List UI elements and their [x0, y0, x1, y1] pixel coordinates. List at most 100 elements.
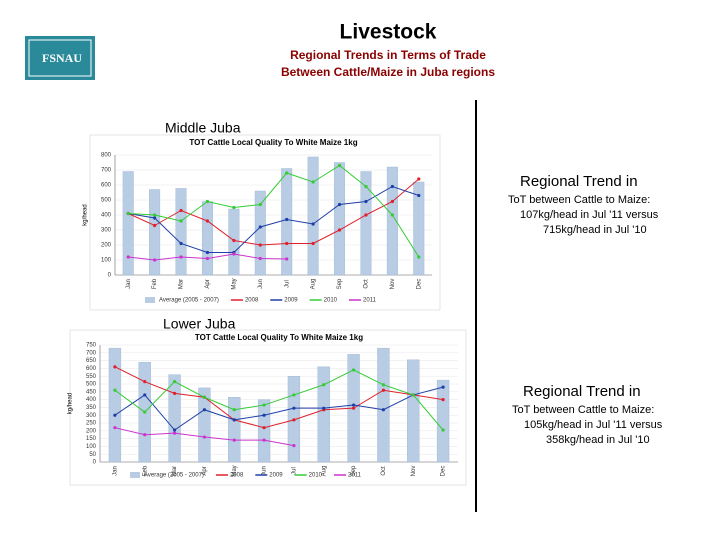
y-axis-label: kg/head — [68, 393, 74, 414]
point — [262, 403, 266, 407]
logo — [25, 36, 95, 80]
x-tick-label: Jul — [291, 467, 297, 475]
x-tick-label: Jun — [262, 466, 268, 476]
point — [113, 388, 117, 392]
y-tick-label: 300 — [86, 413, 97, 419]
x-tick-label: Aug — [321, 466, 327, 477]
point — [232, 408, 236, 412]
logo-text: FSNAU — [42, 51, 82, 65]
bar — [377, 347, 390, 463]
x-tick-label: Dec — [416, 279, 422, 290]
point — [205, 219, 210, 223]
point — [262, 438, 266, 442]
point — [126, 211, 130, 216]
legend-label: 2008 — [230, 473, 244, 479]
point — [258, 256, 262, 261]
point — [172, 428, 177, 432]
point — [143, 433, 147, 437]
y-tick-label: 500 — [86, 382, 97, 388]
point — [351, 368, 356, 372]
x-tick-label: May — [231, 278, 237, 289]
point — [337, 202, 342, 207]
point — [113, 365, 117, 369]
line-series — [128, 178, 420, 246]
y-tick-label: 600 — [101, 183, 112, 189]
point — [232, 252, 236, 256]
bar — [307, 156, 319, 276]
point — [205, 199, 210, 204]
trend-text: 105kg/head in Jul '11 versus — [524, 419, 663, 431]
point — [143, 410, 147, 414]
point — [258, 225, 262, 229]
point — [179, 241, 183, 246]
point — [202, 435, 207, 439]
x-tick-label: Oct — [381, 466, 387, 476]
trend-text: ToT between Cattle to Maize: — [508, 194, 650, 206]
bar — [108, 347, 122, 463]
x-tick-label: Nov — [411, 466, 417, 477]
point — [285, 257, 289, 261]
x-tick-label: Aug — [311, 279, 317, 290]
trend-text: 715kg/head in Jul '10 — [543, 224, 647, 236]
y-tick-label: 400 — [86, 397, 97, 403]
point — [179, 208, 183, 213]
point — [337, 228, 342, 232]
x-tick-label: Sep — [351, 465, 357, 476]
point — [441, 398, 445, 402]
legend-label: 2008 — [245, 298, 259, 304]
x-tick-label: Mar — [172, 466, 178, 476]
x-tick-label: Jun — [258, 279, 264, 289]
point — [258, 202, 262, 207]
point — [411, 393, 415, 397]
title: Livestock — [340, 21, 437, 44]
point — [262, 426, 266, 430]
point — [381, 408, 386, 412]
legend-label: 2011 — [348, 473, 362, 479]
y-tick-label: 300 — [101, 228, 112, 234]
point — [113, 426, 117, 430]
legend-label: 2011 — [363, 298, 377, 304]
x-tick-label: Nov — [390, 279, 396, 290]
point — [292, 444, 296, 448]
bar — [201, 201, 213, 276]
y-tick-label: 600 — [86, 366, 97, 372]
point — [390, 213, 394, 217]
trend-text: 358kg/head in Jul '10 — [546, 434, 650, 446]
bar — [149, 189, 161, 276]
point — [232, 238, 236, 243]
point — [441, 385, 445, 389]
point — [202, 408, 207, 412]
legend-label: 2009 — [269, 473, 283, 479]
bar — [175, 188, 187, 276]
x-tick-label: Feb — [152, 278, 158, 289]
point — [258, 243, 262, 247]
x-tick-label: Mar — [179, 279, 185, 289]
chart-title: TOT Cattle Local Quality To White Maize … — [189, 138, 357, 147]
bar — [122, 171, 134, 276]
point — [417, 255, 421, 259]
y-tick-label: 350 — [86, 405, 97, 411]
bar — [436, 379, 450, 463]
y-tick-label: 400 — [101, 213, 112, 219]
point — [262, 413, 266, 417]
legend-swatch — [145, 297, 155, 303]
point — [126, 255, 130, 259]
bar — [413, 181, 425, 276]
point — [153, 213, 157, 217]
point — [322, 383, 326, 387]
line-series — [114, 369, 444, 431]
y-tick-label: 150 — [86, 436, 97, 442]
bar — [198, 387, 211, 463]
y-tick-label: 250 — [86, 421, 97, 427]
x-tick-label: Apr — [205, 279, 211, 288]
point — [364, 184, 368, 189]
region-label: Middle Juba — [165, 120, 241, 136]
y-tick-label: 450 — [86, 389, 97, 395]
point — [172, 431, 177, 435]
point — [351, 406, 356, 410]
legend-swatch — [130, 472, 140, 478]
point — [364, 199, 368, 204]
point — [381, 388, 386, 392]
point — [232, 418, 236, 422]
